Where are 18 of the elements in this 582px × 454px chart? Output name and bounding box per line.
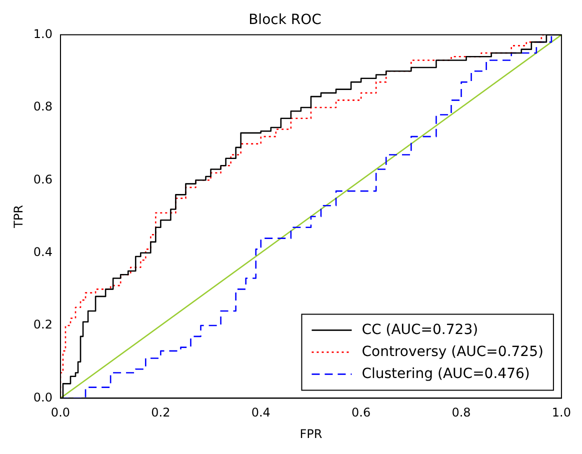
legend-label: CC (AUC=0.723)	[362, 322, 478, 338]
y-tick-label: 0.2	[33, 318, 52, 332]
x-axis-title: FPR	[300, 426, 322, 441]
x-tick-label: 0.4	[251, 406, 270, 420]
y-tick-label: 0.0	[33, 390, 52, 404]
legend-label: Controversy (AUC=0.725)	[362, 344, 544, 360]
x-tick-label: 0.0	[50, 406, 70, 420]
x-tick-label: 0.8	[452, 406, 471, 420]
x-tick-label: 0.2	[151, 406, 170, 420]
x-tick-label: 0.6	[352, 406, 371, 420]
chart-title: Block ROC	[248, 12, 322, 28]
x-tick-label: 1.0	[552, 406, 572, 420]
legend-label: Clustering (AUC=0.476)	[362, 366, 530, 382]
y-tick-label: 0.6	[33, 172, 52, 186]
y-tick-label: 1.0	[33, 26, 52, 41]
y-tick-label: 0.4	[33, 244, 52, 259]
y-tick-label: 0.8	[33, 100, 52, 114]
y-axis-title: TPR	[11, 205, 26, 229]
